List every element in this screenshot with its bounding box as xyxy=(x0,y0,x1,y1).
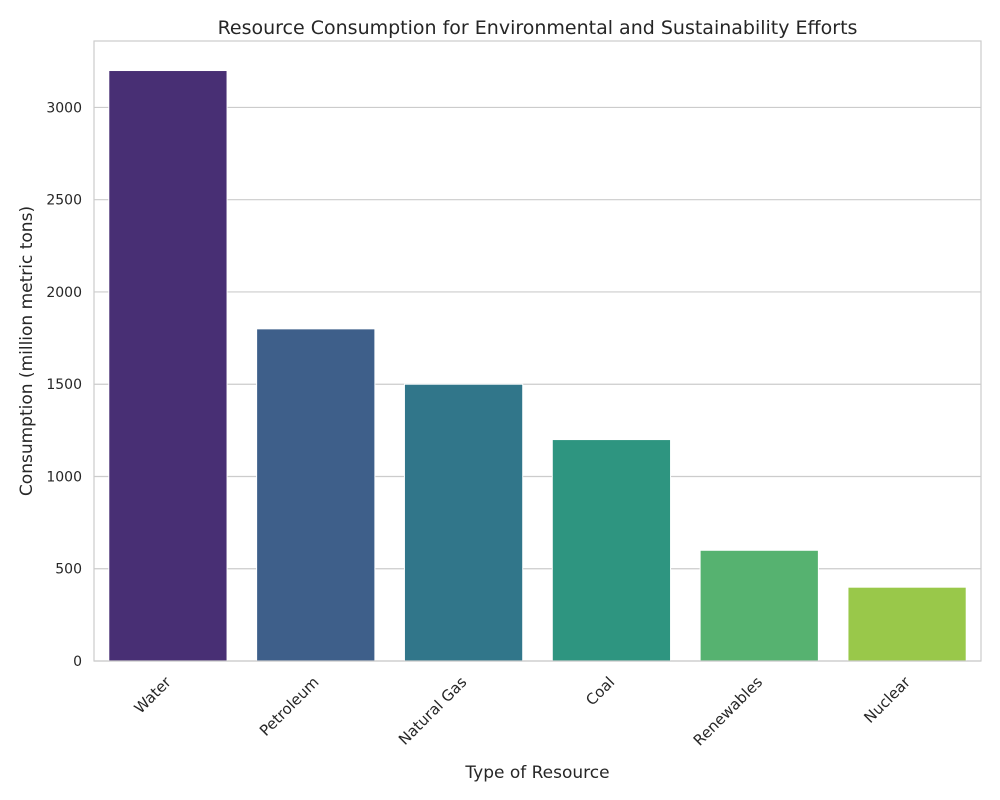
y-tick-label: 500 xyxy=(55,562,82,578)
plot-frame xyxy=(93,40,982,662)
x-axis-label: Type of Resource xyxy=(464,763,609,783)
x-tick-label: Coal xyxy=(582,673,618,709)
x-tick-label: Water xyxy=(131,673,176,718)
bar-renewables xyxy=(699,549,819,662)
x-tick-label: Petroleum xyxy=(256,673,323,740)
y-tick-label: 1000 xyxy=(46,469,82,485)
bar-petroleum xyxy=(256,328,376,662)
bar-coal xyxy=(551,439,672,662)
chart-title: Resource Consumption for Environmental a… xyxy=(218,17,858,39)
x-tick-label: Natural Gas xyxy=(395,673,471,749)
bar-natural-gas xyxy=(403,383,524,662)
bar-water xyxy=(108,70,228,662)
y-tick-label: 2500 xyxy=(46,193,82,209)
x-tick-label: Renewables xyxy=(690,673,766,749)
y-tick-labels: 0 500 1000 1500 2000 2500 3000 xyxy=(46,100,82,670)
y-axis-label: Consumption (million metric tons) xyxy=(17,206,37,496)
x-tick-labels: Water Petroleum Natural Gas Coal Renewables N… xyxy=(131,673,915,750)
gridlines xyxy=(94,106,981,662)
x-tick-label: Nuclear xyxy=(860,673,914,727)
y-tick-label: 2000 xyxy=(46,285,82,301)
y-tick-label: 1500 xyxy=(46,377,82,393)
bars xyxy=(108,70,967,662)
y-tick-label: 0 xyxy=(73,654,82,670)
y-tick-label: 3000 xyxy=(46,100,82,116)
bar-nuclear xyxy=(847,586,967,662)
